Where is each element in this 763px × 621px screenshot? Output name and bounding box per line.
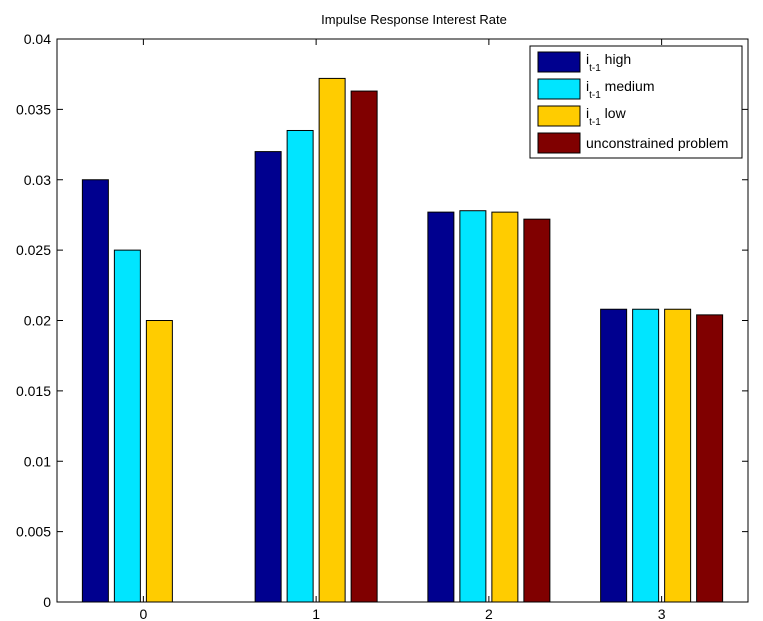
y-tick-label: 0.02 <box>24 313 51 329</box>
legend-swatch-3 <box>537 132 581 154</box>
bar-series-3-cat-3 <box>696 314 724 603</box>
bar-series-3-cat-2 <box>523 218 551 603</box>
bar-series-2-cat-2 <box>491 211 519 603</box>
legend-label-2: it-1 low <box>586 105 627 128</box>
bar-series-1-cat-2 <box>459 210 487 603</box>
bar-series-0-cat-0 <box>81 179 109 603</box>
y-tick-label: 0.025 <box>16 242 51 258</box>
bar-series-0-cat-1 <box>254 151 282 603</box>
bar-series-2-cat-3 <box>664 308 692 603</box>
y-tick-label: 0.005 <box>16 524 51 540</box>
y-tick-label: 0.04 <box>24 31 51 47</box>
y-tick-label: 0.035 <box>16 101 51 117</box>
x-axis: 0 1 2 3 <box>139 39 666 621</box>
y-axis: 0 0.005 0.01 0.015 0.02 0.025 0.03 0.035 0.04 <box>16 31 748 610</box>
x-tick-label: 0 <box>139 606 147 621</box>
bars-group <box>81 77 724 603</box>
bar-series-2-cat-0 <box>145 320 173 603</box>
legend-label-1: it-1 medium <box>586 78 654 101</box>
legend-swatch-2 <box>537 105 581 127</box>
legend-label-3: unconstrained problem <box>586 135 728 151</box>
y-tick-label: 0.015 <box>16 383 51 399</box>
legend: it-1 high it-1 medium it-1 low unconstraine… <box>529 45 743 159</box>
bar-series-0-cat-3 <box>600 308 628 603</box>
y-tick-label: 0.03 <box>24 172 51 188</box>
bar-series-3-cat-1 <box>350 90 378 603</box>
bar-series-1-cat-0 <box>113 249 141 603</box>
x-tick-label: 3 <box>658 606 666 621</box>
x-tick-label: 2 <box>485 606 493 621</box>
legend-swatch-1 <box>537 78 581 100</box>
bar-series-1-cat-1 <box>286 129 314 603</box>
chart-title: Impulse Response Interest Rate <box>321 12 507 27</box>
y-tick-label: 0.01 <box>24 453 51 469</box>
bar-series-0-cat-2 <box>427 211 455 603</box>
x-tick-label: 1 <box>312 606 320 621</box>
bar-series-2-cat-1 <box>318 77 346 603</box>
legend-label-0: it-1 high <box>586 51 631 74</box>
bar-series-1-cat-3 <box>632 308 660 603</box>
y-tick-label: 0 <box>43 594 51 610</box>
legend-swatch-0 <box>537 51 581 73</box>
